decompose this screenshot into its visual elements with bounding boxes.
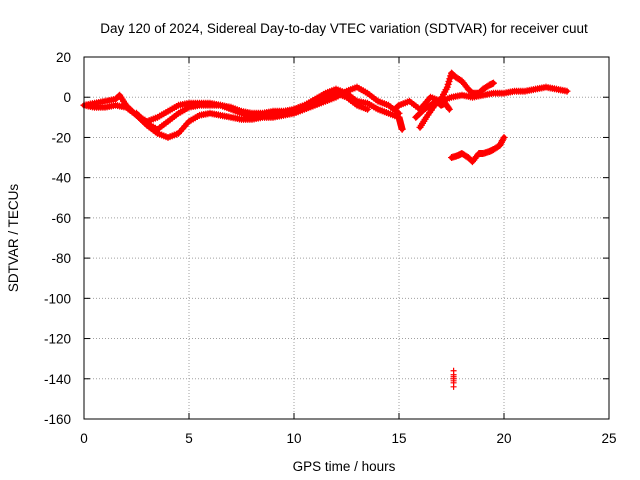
data-point <box>364 105 371 113</box>
series-band-h <box>395 113 406 133</box>
x-tick-label: 15 <box>391 431 406 446</box>
series-band-c <box>133 89 371 133</box>
data-point <box>497 138 505 146</box>
y-tick-label: -60 <box>51 211 71 226</box>
y-tick-label: -160 <box>44 412 71 427</box>
y-tick-label: -100 <box>44 291 71 306</box>
x-tick-label: 10 <box>286 431 301 446</box>
x-tick-label: 0 <box>80 431 88 446</box>
series-outlier-cluster <box>450 367 457 390</box>
data-point <box>445 105 453 113</box>
y-tick-label: -120 <box>44 332 71 347</box>
y-tick-label: 20 <box>56 50 71 65</box>
y-tick-label: -140 <box>44 372 71 387</box>
y-tick-label: -80 <box>51 251 71 266</box>
y-tick-label: -20 <box>51 130 71 145</box>
data-point <box>393 103 401 111</box>
gridlines <box>84 57 609 419</box>
data-point <box>450 383 457 390</box>
data-point <box>498 137 506 145</box>
y-axis-label: SDTVAR / TECUs <box>6 184 21 293</box>
data-point <box>500 133 508 141</box>
data-point <box>467 88 475 96</box>
data-point <box>394 102 402 110</box>
data-point <box>490 79 497 87</box>
x-axis-label: GPS time / hours <box>293 459 396 474</box>
data-point <box>445 104 453 112</box>
data-point <box>497 140 505 148</box>
x-tick-label: 20 <box>496 431 511 446</box>
data-point <box>496 141 504 149</box>
x-tick-label: 25 <box>601 431 616 446</box>
y-tick-label: -40 <box>51 171 71 186</box>
series-band-f <box>412 97 453 121</box>
y-tick-label: 0 <box>63 90 71 105</box>
plot-frame <box>83 56 610 420</box>
plot-data <box>80 69 571 390</box>
series-band-g <box>448 133 508 166</box>
data-point <box>563 87 571 95</box>
x-tick-label: 5 <box>185 431 193 446</box>
data-point <box>499 135 507 143</box>
chart-title: Day 120 of 2024, Sidereal Day-to-day VTE… <box>100 21 588 36</box>
axis-ticks: 0 5 10 15 20 25 20 0 -20 -40 -60 -80 -100 -120 -140 -16… <box>44 50 617 446</box>
series-band-e <box>416 69 497 131</box>
data-point <box>398 125 406 133</box>
